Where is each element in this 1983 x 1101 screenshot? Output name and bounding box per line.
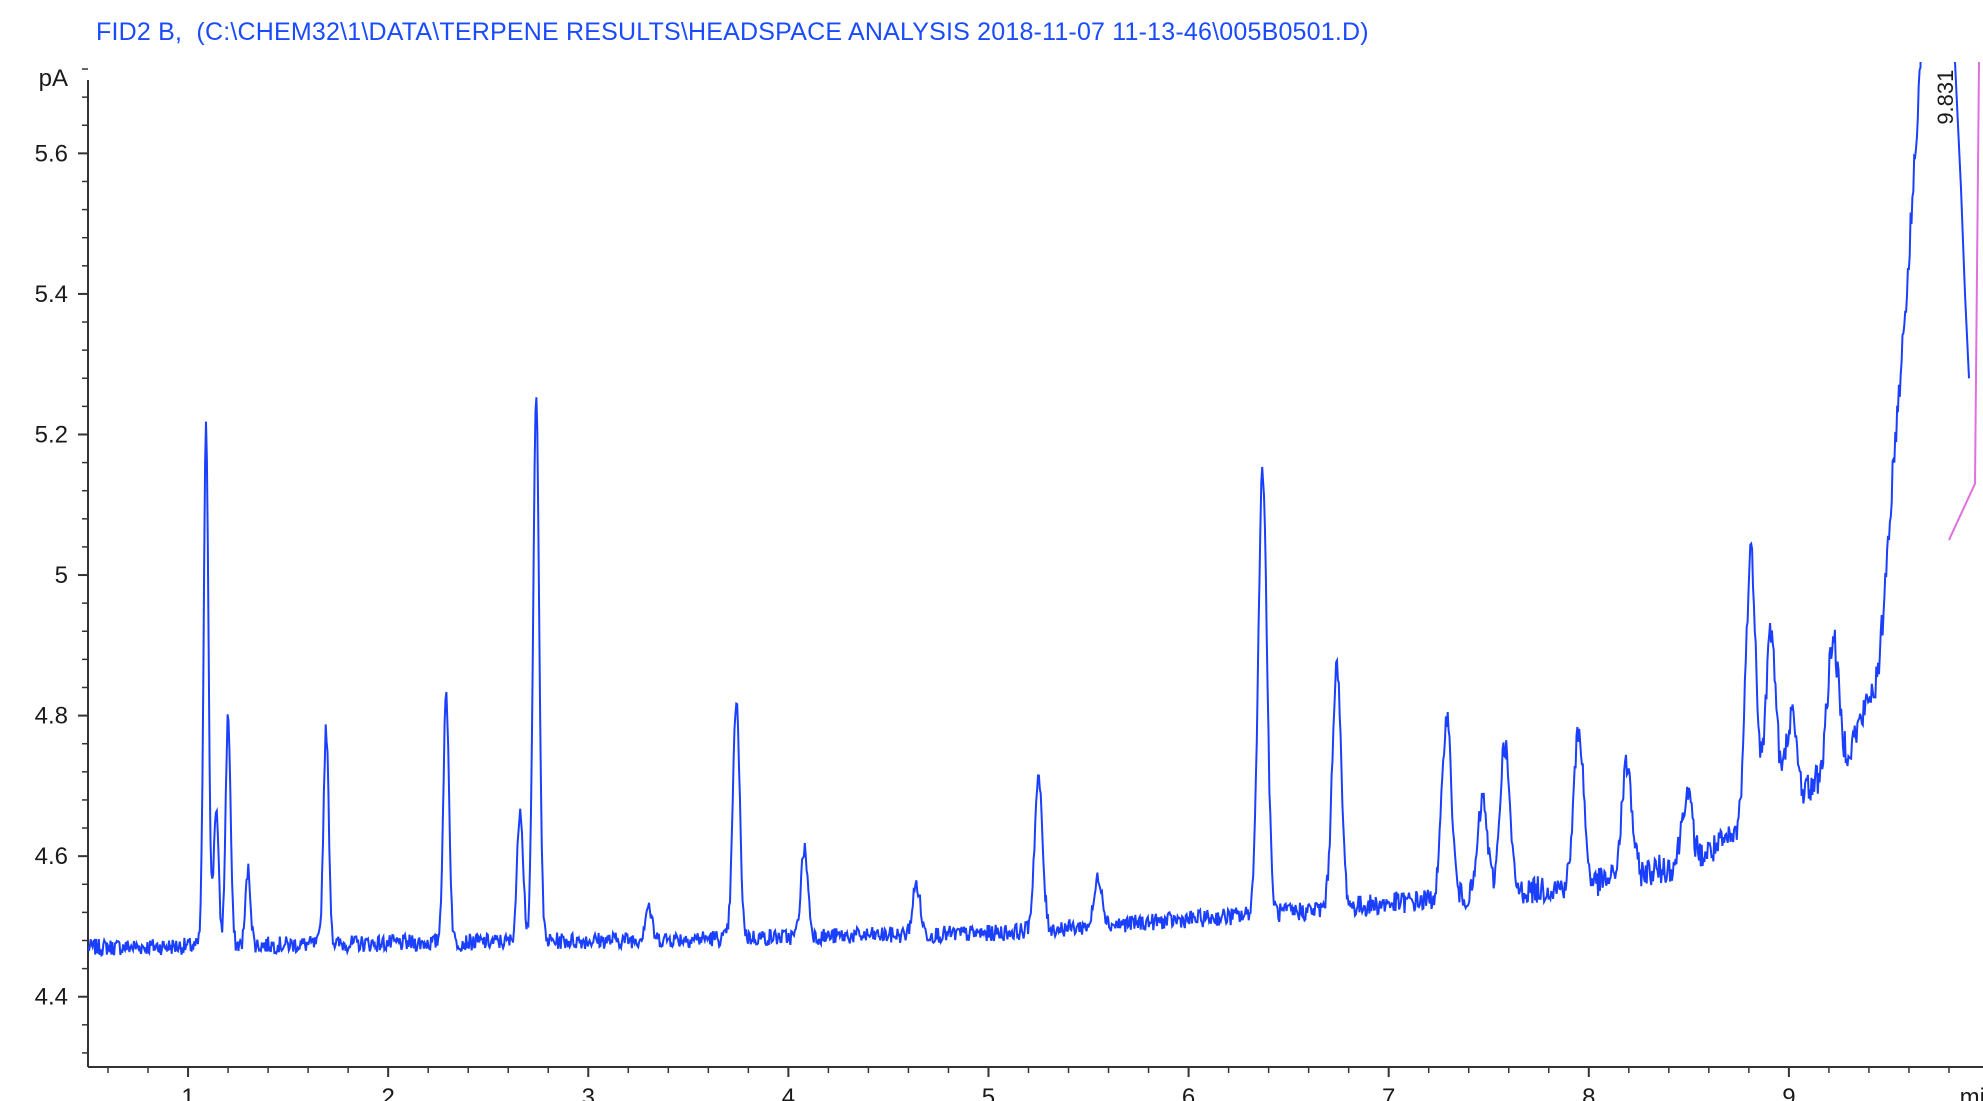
y-tick-label: 5.6 [35,140,68,167]
x-tick-label: 2 [381,1084,394,1101]
integration-baseline-marker [1948,62,1980,541]
trace-tail-segment [1954,62,1970,379]
y-tick-label: 5.2 [35,421,68,448]
y-axis-unit: pA [39,65,68,92]
x-tick-label: 4 [782,1084,795,1101]
chromatogram-trace [88,62,1922,958]
chart-title: FID2 B, (C:\CHEM32\1\DATA\TERPENE RESULT… [96,18,1369,46]
x-tick-label: 6 [1182,1084,1195,1101]
retention-time-label: 9.831 [1933,70,1958,125]
tick-marks [78,68,1950,1077]
x-tick-label: 1 [181,1084,194,1101]
annotations: 9.831 [1933,70,1958,125]
y-tick-label: 4.8 [35,703,68,730]
x-axis-unit: min [1960,1084,1983,1101]
y-tick-label: 5.4 [35,281,68,308]
y-tick-label: 4.6 [35,843,68,870]
x-tick-label: 9 [1782,1084,1795,1101]
x-tick-label: 3 [582,1084,595,1101]
y-tick-label: 5 [55,562,68,589]
x-tick-label: 7 [1382,1084,1395,1101]
x-tick-label: 8 [1582,1084,1595,1101]
y-tick-label: 4.4 [35,984,68,1011]
tick-labels: 4.4 4.6 4.8 5 5.2 5.4 5.6 pA 1 2 3 4 5 6 7 8 9 min [35,65,1983,1101]
x-tick-label: 5 [982,1084,995,1101]
traces [88,62,1980,958]
axes [87,80,1983,1068]
